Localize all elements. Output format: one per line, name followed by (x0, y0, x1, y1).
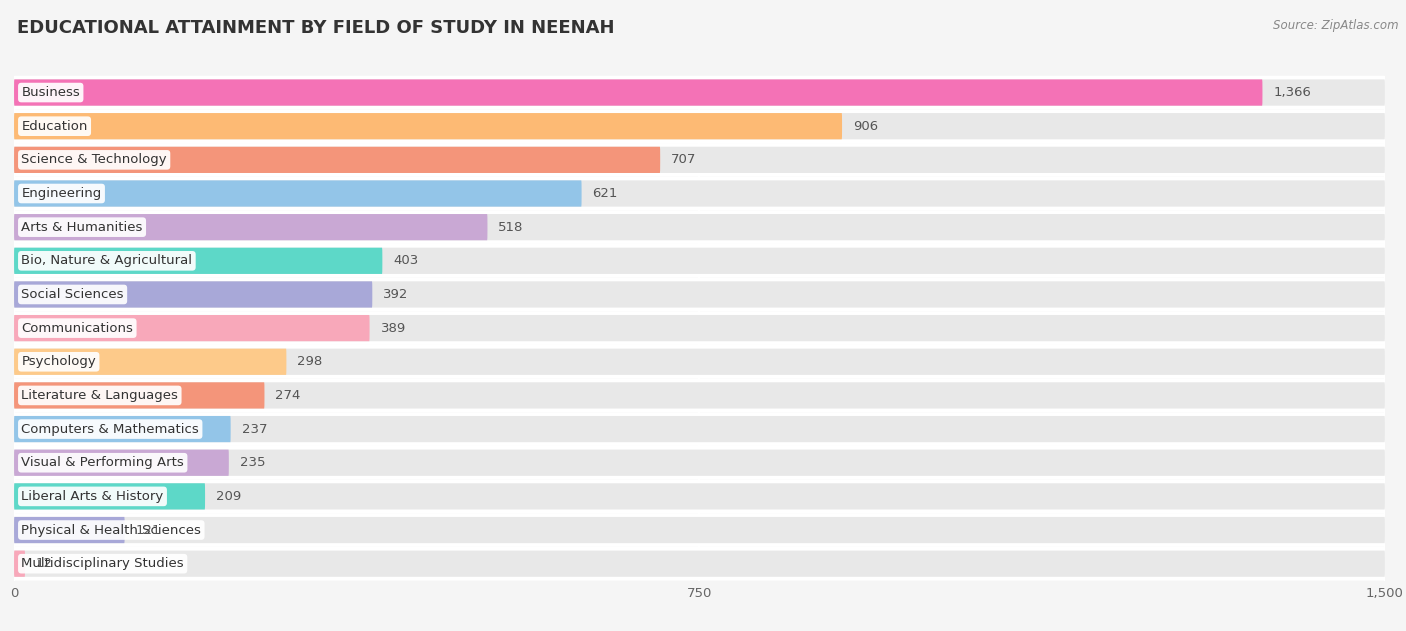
Text: 298: 298 (298, 355, 322, 369)
FancyBboxPatch shape (14, 480, 1385, 513)
FancyBboxPatch shape (14, 113, 842, 139)
FancyBboxPatch shape (14, 315, 1385, 341)
FancyBboxPatch shape (14, 382, 264, 408)
Text: 621: 621 (592, 187, 617, 200)
FancyBboxPatch shape (14, 281, 373, 307)
FancyBboxPatch shape (14, 551, 25, 577)
FancyBboxPatch shape (14, 109, 1385, 143)
Text: Multidisciplinary Studies: Multidisciplinary Studies (21, 557, 184, 570)
Text: 389: 389 (381, 322, 406, 334)
FancyBboxPatch shape (14, 214, 1385, 240)
FancyBboxPatch shape (14, 281, 1385, 307)
FancyBboxPatch shape (14, 80, 1263, 105)
Text: 403: 403 (394, 254, 419, 268)
Text: Visual & Performing Arts: Visual & Performing Arts (21, 456, 184, 469)
FancyBboxPatch shape (14, 244, 1385, 278)
Text: Liberal Arts & History: Liberal Arts & History (21, 490, 163, 503)
FancyBboxPatch shape (14, 379, 1385, 412)
FancyBboxPatch shape (14, 180, 1385, 206)
Text: Arts & Humanities: Arts & Humanities (21, 221, 143, 233)
Text: 518: 518 (499, 221, 524, 233)
FancyBboxPatch shape (14, 311, 1385, 345)
FancyBboxPatch shape (14, 517, 125, 543)
Text: Education: Education (21, 120, 87, 133)
FancyBboxPatch shape (14, 450, 1385, 476)
Text: 12: 12 (37, 557, 53, 570)
Text: 237: 237 (242, 423, 267, 435)
FancyBboxPatch shape (14, 483, 1385, 509)
FancyBboxPatch shape (14, 113, 1385, 139)
FancyBboxPatch shape (14, 551, 1385, 577)
FancyBboxPatch shape (14, 180, 582, 206)
FancyBboxPatch shape (14, 446, 1385, 480)
FancyBboxPatch shape (14, 147, 1385, 173)
FancyBboxPatch shape (14, 278, 1385, 311)
Text: Science & Technology: Science & Technology (21, 153, 167, 167)
FancyBboxPatch shape (14, 214, 488, 240)
Text: 707: 707 (671, 153, 696, 167)
Text: 274: 274 (276, 389, 301, 402)
FancyBboxPatch shape (14, 349, 1385, 375)
Text: 121: 121 (135, 524, 162, 536)
FancyBboxPatch shape (14, 315, 370, 341)
FancyBboxPatch shape (14, 547, 1385, 581)
FancyBboxPatch shape (14, 483, 205, 509)
FancyBboxPatch shape (14, 143, 1385, 177)
Text: 1,366: 1,366 (1274, 86, 1312, 99)
Text: EDUCATIONAL ATTAINMENT BY FIELD OF STUDY IN NEENAH: EDUCATIONAL ATTAINMENT BY FIELD OF STUDY… (17, 19, 614, 37)
Text: 209: 209 (217, 490, 242, 503)
FancyBboxPatch shape (14, 248, 382, 274)
FancyBboxPatch shape (14, 349, 287, 375)
Text: Bio, Nature & Agricultural: Bio, Nature & Agricultural (21, 254, 193, 268)
FancyBboxPatch shape (14, 513, 1385, 547)
Text: 906: 906 (853, 120, 879, 133)
FancyBboxPatch shape (14, 177, 1385, 210)
FancyBboxPatch shape (14, 416, 231, 442)
Text: Literature & Languages: Literature & Languages (21, 389, 179, 402)
FancyBboxPatch shape (14, 345, 1385, 379)
Text: Communications: Communications (21, 322, 134, 334)
FancyBboxPatch shape (14, 248, 1385, 274)
Text: Psychology: Psychology (21, 355, 96, 369)
FancyBboxPatch shape (14, 450, 229, 476)
Text: Computers & Mathematics: Computers & Mathematics (21, 423, 200, 435)
Text: 235: 235 (240, 456, 266, 469)
FancyBboxPatch shape (14, 80, 1385, 105)
Text: Physical & Health Sciences: Physical & Health Sciences (21, 524, 201, 536)
Text: 392: 392 (384, 288, 409, 301)
FancyBboxPatch shape (14, 76, 1385, 109)
Text: Business: Business (21, 86, 80, 99)
FancyBboxPatch shape (14, 412, 1385, 446)
FancyBboxPatch shape (14, 382, 1385, 408)
FancyBboxPatch shape (14, 210, 1385, 244)
FancyBboxPatch shape (14, 416, 1385, 442)
Text: Social Sciences: Social Sciences (21, 288, 124, 301)
Text: Source: ZipAtlas.com: Source: ZipAtlas.com (1274, 19, 1399, 32)
FancyBboxPatch shape (14, 517, 1385, 543)
Text: Engineering: Engineering (21, 187, 101, 200)
FancyBboxPatch shape (14, 147, 661, 173)
